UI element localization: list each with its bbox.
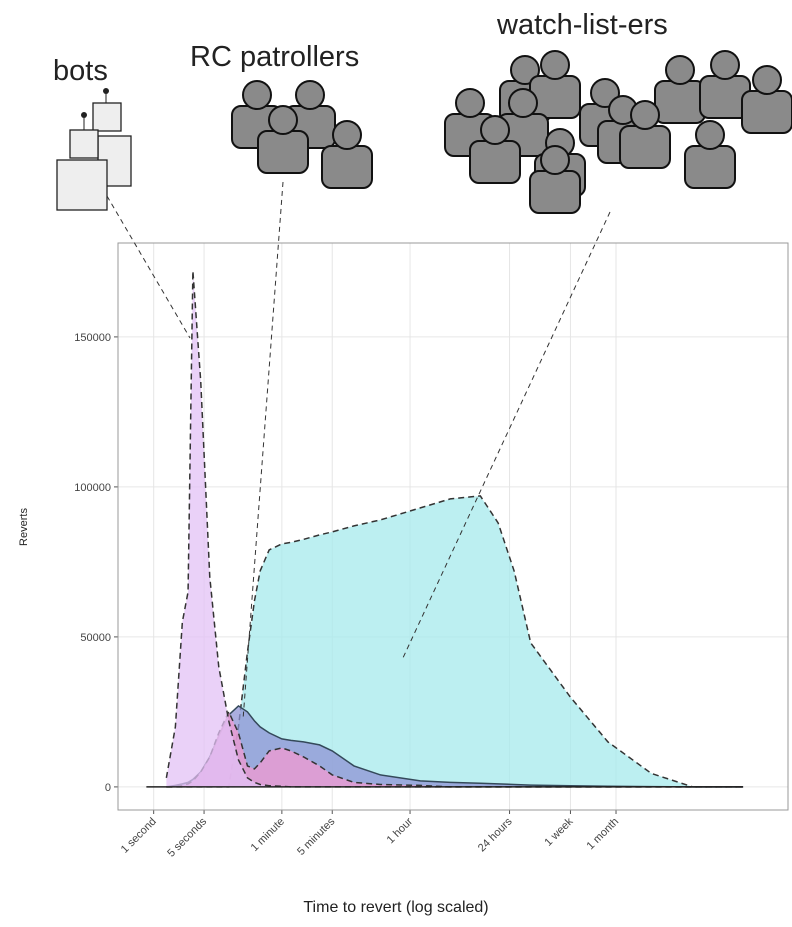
y-tick-label: 0 [105, 782, 111, 794]
x-axis-title: Time to revert (log scaled) [303, 899, 488, 916]
x-tick-label: 1 second [119, 816, 159, 856]
patrollers-label: RC patrollers [190, 41, 359, 73]
x-tick-label: 24 hours [476, 815, 515, 854]
x-tick-label: 1 hour [385, 815, 416, 846]
plot-frame [117, 242, 789, 811]
y-axis-title: Reverts [18, 508, 30, 546]
bots-label: bots [53, 55, 108, 87]
x-tick-label: 5 seconds [165, 815, 209, 859]
area [166, 711, 744, 787]
x-tick-label: 1 minute [249, 816, 287, 854]
patrollers-icon [231, 80, 373, 189]
x-tick-label: 5 minutes [295, 815, 338, 858]
area [166, 495, 744, 787]
y-tick-label: 150000 [74, 332, 111, 344]
x-tick-label: 1 month [585, 816, 622, 853]
y-tick-label: 50000 [80, 632, 111, 644]
bots-icon [56, 88, 132, 211]
y-tick-label: 100000 [74, 482, 111, 494]
area [166, 270, 744, 787]
annotation-lines [106, 181, 611, 721]
watchers-label: watch-list-ers [496, 9, 668, 41]
x-tick-label: 1 week [542, 815, 575, 848]
watchers-icon [444, 50, 792, 214]
